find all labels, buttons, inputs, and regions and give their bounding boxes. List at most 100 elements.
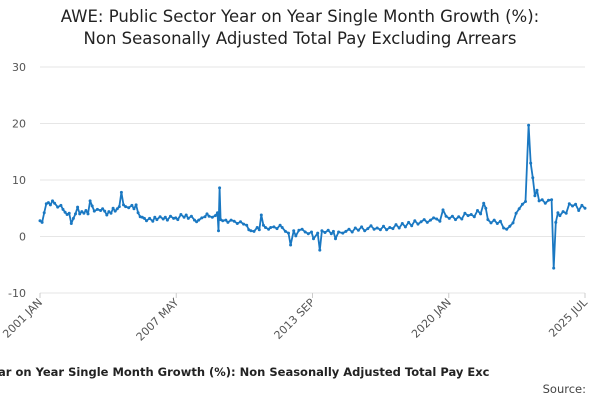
data-point <box>226 220 230 224</box>
data-point <box>447 216 451 220</box>
data-point <box>312 237 315 241</box>
data-point <box>583 206 587 210</box>
data-point <box>310 230 313 234</box>
data-point <box>249 229 253 233</box>
data-point <box>210 215 214 219</box>
chart-title: AWE: Public Sector Year on Year Single M… <box>0 6 600 50</box>
data-point <box>124 205 128 209</box>
data-point <box>161 217 165 221</box>
data-point <box>498 219 502 223</box>
data-point <box>558 214 562 218</box>
data-point <box>391 227 395 231</box>
data-point <box>363 229 367 233</box>
gridlines <box>40 66 585 294</box>
data-point <box>306 232 310 236</box>
data-point <box>422 218 426 222</box>
data-point <box>550 198 554 202</box>
y-tick-label: 30 <box>12 61 26 74</box>
y-tick-label: 10 <box>12 174 26 187</box>
data-point <box>207 214 211 218</box>
data-point <box>229 218 233 222</box>
data-point <box>372 227 376 231</box>
data-point <box>394 223 398 227</box>
data-point <box>360 225 364 229</box>
data-point <box>529 161 533 165</box>
data-point <box>337 230 341 234</box>
x-tick-label: 2007 MAY <box>134 296 182 344</box>
x-tick-label: 2013 SEP <box>272 296 318 342</box>
data-point <box>580 203 584 207</box>
data-point <box>109 211 113 215</box>
y-axis: 30 20 10 0 -10 <box>8 61 26 300</box>
data-point <box>318 248 322 252</box>
data-point <box>508 224 512 228</box>
data-point <box>320 229 324 233</box>
series-label: Sector Year on Year Single Month Growth … <box>0 365 490 379</box>
data-point <box>441 208 445 212</box>
data-point <box>524 200 527 203</box>
series <box>38 123 587 270</box>
data-point <box>275 227 279 231</box>
data-point <box>69 222 73 225</box>
data-point <box>369 224 373 228</box>
data-point <box>463 211 467 215</box>
data-point <box>476 209 479 212</box>
data-point <box>416 222 420 226</box>
data-point <box>413 219 417 223</box>
data-point <box>53 201 57 205</box>
data-point <box>119 190 123 194</box>
data-point <box>67 211 71 215</box>
data-point <box>88 199 92 203</box>
data-point <box>520 202 524 206</box>
data-point <box>356 228 360 232</box>
data-point <box>552 266 556 270</box>
data-point <box>457 215 461 219</box>
data-point <box>74 212 77 216</box>
data-point <box>122 203 125 207</box>
data-point <box>184 213 188 217</box>
data-point <box>186 216 190 220</box>
data-point <box>136 211 140 215</box>
data-point <box>193 218 196 222</box>
data-point <box>482 201 486 205</box>
data-point <box>375 226 379 230</box>
data-point <box>195 220 199 224</box>
data-point <box>95 207 99 211</box>
data-point <box>56 205 60 209</box>
data-point <box>472 215 476 219</box>
data-point <box>264 226 267 229</box>
data-point <box>151 219 155 223</box>
data-point <box>432 216 436 220</box>
data-point <box>255 226 259 229</box>
y-tick-label: 0 <box>19 231 26 244</box>
data-point <box>397 226 401 230</box>
data-point <box>353 226 357 230</box>
data-point <box>561 210 565 214</box>
data-point <box>101 207 105 211</box>
data-point <box>466 214 470 218</box>
data-point <box>502 226 506 230</box>
data-point <box>46 201 50 205</box>
data-point <box>454 218 457 222</box>
data-point <box>153 215 157 219</box>
data-point <box>221 219 225 223</box>
data-point <box>540 198 544 202</box>
data-point <box>267 227 271 231</box>
data-point <box>450 214 454 218</box>
y-tick-label: 20 <box>12 118 26 131</box>
data-point <box>155 218 159 222</box>
data-point <box>425 220 429 224</box>
data-point <box>329 232 333 236</box>
chart-title-line-2: Non Seasonally Adjusted Total Pay Exclud… <box>83 29 517 48</box>
data-point <box>429 218 432 222</box>
data-point <box>556 211 560 215</box>
data-point <box>489 221 493 225</box>
data-point <box>554 220 558 224</box>
data-point <box>280 226 284 229</box>
data-point <box>514 211 518 215</box>
x-axis: 2001 JAN 2007 MAY 2013 SEP 2020 JAN 2025 JUL <box>0 293 591 344</box>
data-point <box>479 212 483 216</box>
data-point <box>142 216 146 220</box>
data-point <box>484 206 488 210</box>
data-point <box>289 243 293 247</box>
